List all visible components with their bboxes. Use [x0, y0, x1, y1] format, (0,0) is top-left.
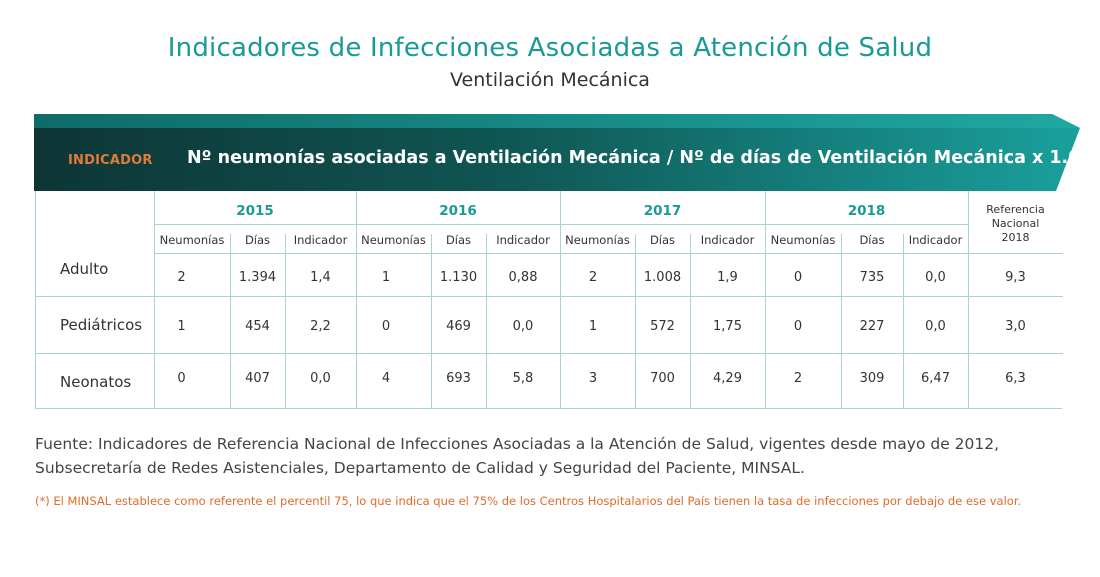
- table-cell: 5,8: [512, 371, 534, 386]
- table-cell-reference: 6,3: [1005, 371, 1026, 386]
- table-cell: 1: [588, 319, 598, 334]
- table-cell: 1: [177, 319, 186, 334]
- table-cell: 407: [245, 371, 270, 386]
- subheader-dias: Días: [244, 233, 271, 247]
- subheader-indicador: Indicador: [293, 233, 348, 247]
- indicator-label: INDICADOR: [68, 153, 153, 168]
- table-cell: 3: [588, 371, 598, 386]
- subheader-indicador: Indicador: [496, 233, 550, 247]
- subheader-dias: Días: [445, 233, 472, 247]
- table-cell: 0,0: [925, 270, 946, 285]
- table-cell-reference: 9,3: [1005, 270, 1026, 285]
- table-cell: 2: [177, 270, 186, 285]
- page-title: Indicadores de Infecciones Asociadas a A…: [167, 33, 933, 63]
- banner-arrow-shape: [34, 114, 1080, 191]
- table-cell: 0: [177, 371, 186, 386]
- table-cell-reference: 3,0: [1005, 319, 1026, 334]
- subheader-neumonias: Neumonías: [565, 233, 630, 247]
- subheader-dias: Días: [859, 233, 885, 247]
- table-cell: 1.394: [238, 270, 277, 285]
- subheader-neumonias: Neumonías: [770, 233, 836, 247]
- table-cell: 1,75: [713, 319, 742, 334]
- row-label-pediatricos: Pediátricos: [60, 316, 143, 334]
- footnote: (*) El MINSAL establece como referente e…: [35, 494, 1022, 508]
- subheader-indicador: Indicador: [908, 233, 963, 247]
- source-line: Fuente: Indicadores de Referencia Nacion…: [35, 435, 1000, 453]
- table-cell: 0,88: [508, 270, 538, 285]
- indicators-table: 2015 2016 2017 2018 Referencia Nacional …: [35, 191, 1063, 409]
- table-cell: 1.008: [643, 270, 682, 285]
- table-cell: 309: [859, 371, 885, 386]
- table-cell: 572: [650, 319, 675, 334]
- table-cell: 227: [859, 319, 885, 334]
- table-cell: 2: [588, 270, 598, 285]
- table-cell: 454: [245, 319, 270, 334]
- table-cell: 469: [446, 319, 471, 334]
- table-cell: 0,0: [512, 319, 534, 334]
- row-label-adulto: Adulto: [60, 260, 109, 278]
- table-cell: 0,0: [310, 371, 331, 386]
- subheader-neumonias: Neumonías: [361, 233, 426, 247]
- reference-header-line: 2018: [1001, 231, 1030, 244]
- subheader-indicador: Indicador: [700, 233, 755, 247]
- year-header-2016: 2016: [439, 203, 477, 219]
- year-header-2018: 2018: [847, 203, 886, 219]
- table-cell: 2,2: [310, 319, 331, 334]
- year-header-2015: 2015: [236, 203, 274, 219]
- reference-header: Referencia Nacional 2018: [968, 203, 1063, 245]
- reference-header-line: Referencia: [986, 203, 1045, 216]
- subheader-neumonias: Neumonías: [159, 233, 225, 247]
- row-label-neonatos: Neonatos: [60, 373, 132, 391]
- table-cell: 735: [859, 270, 885, 285]
- source-line: Subsecretaría de Redes Asistenciales, De…: [35, 459, 805, 477]
- reference-header-line: Nacional: [991, 217, 1040, 230]
- table-cell: 0: [381, 319, 391, 334]
- indicator-banner: INDICADOR Nº neumonías asociadas a Venti…: [34, 114, 1100, 191]
- table-cell: 4: [381, 371, 391, 386]
- table-cell: 1: [381, 270, 391, 285]
- table-cell: 6,47: [921, 371, 950, 386]
- table-cell: 1.130: [439, 270, 478, 285]
- table-cell: 693: [446, 371, 471, 386]
- year-header-2017: 2017: [643, 203, 682, 219]
- page-subtitle: Ventilación Mecánica: [450, 69, 650, 91]
- source-text: Fuente: Indicadores de Referencia Nacion…: [35, 432, 999, 480]
- table-cell: 1,4: [310, 270, 331, 285]
- table-cell: 0: [793, 319, 803, 334]
- table-cell: 4,29: [713, 371, 742, 386]
- table-cell: 1,9: [717, 270, 738, 285]
- table-cell: 2: [793, 371, 803, 386]
- table-cell: 0,0: [925, 319, 946, 334]
- indicator-formula: Nº neumonías asociadas a Ventilación Mec…: [187, 148, 1100, 168]
- subheader-dias: Días: [649, 233, 676, 247]
- table-cell: 700: [650, 371, 675, 386]
- table-cell: 0: [793, 270, 803, 285]
